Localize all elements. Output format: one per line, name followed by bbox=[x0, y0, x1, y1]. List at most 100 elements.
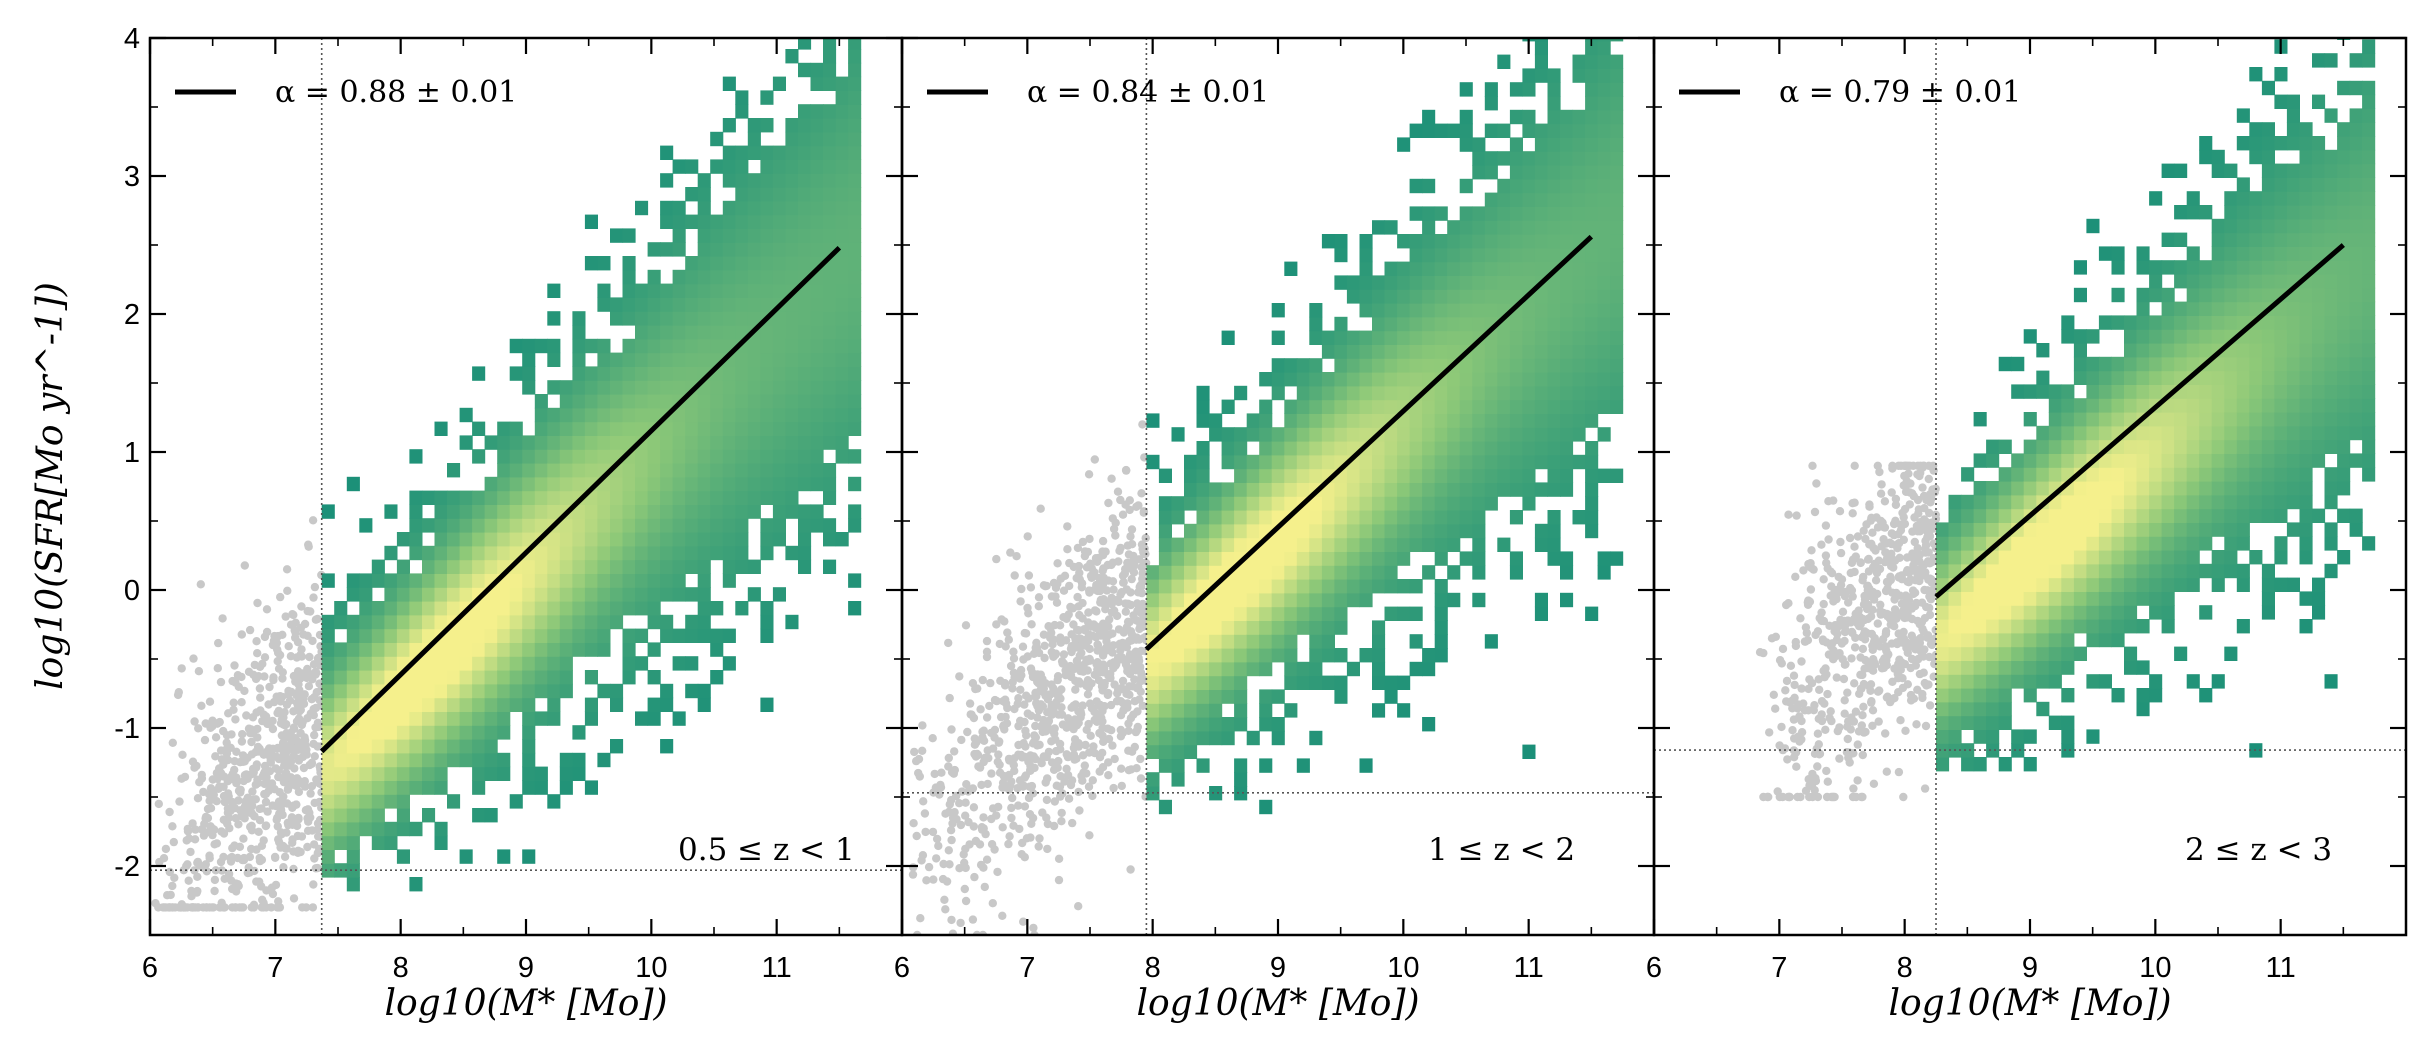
left-density-bin bbox=[484, 476, 498, 492]
left-density-bin bbox=[346, 628, 360, 643]
left-density-bin bbox=[447, 656, 461, 671]
middle-density-bin bbox=[1359, 261, 1373, 276]
left-density-bin bbox=[798, 21, 811, 35]
left-density-bin bbox=[597, 256, 611, 271]
left-density-bin bbox=[547, 587, 561, 602]
left-density-bin bbox=[660, 559, 674, 574]
left-density-bin bbox=[622, 545, 636, 561]
left-density-bin bbox=[534, 407, 548, 423]
left-density-bin bbox=[409, 725, 423, 740]
middle-density-bin bbox=[1472, 289, 1486, 304]
left-grey-point bbox=[216, 746, 226, 755]
middle-density-bin bbox=[1309, 358, 1323, 373]
right-grey-point bbox=[1920, 614, 1930, 623]
right-density-bin bbox=[2086, 370, 2100, 385]
middle-density-bin bbox=[1146, 675, 1160, 690]
middle-density-bin bbox=[1585, 399, 1599, 414]
left-density-bin bbox=[509, 518, 523, 533]
left-density-bin bbox=[785, 173, 799, 188]
middle-density-bin bbox=[1346, 427, 1360, 442]
right-density-bin bbox=[2036, 508, 2050, 523]
left-grey-point bbox=[275, 650, 285, 660]
left-density-bin bbox=[710, 449, 724, 464]
middle-grey-point bbox=[1015, 776, 1025, 785]
right-density-bin bbox=[2086, 425, 2100, 441]
middle-density-bin bbox=[1221, 441, 1235, 456]
middle-density-bin bbox=[1146, 744, 1160, 759]
left-density-bin bbox=[447, 683, 461, 699]
panel-left-legend-label: α = 0.88 ± 0.01 bbox=[275, 75, 517, 110]
left-density-bin bbox=[497, 670, 511, 685]
left-grey-point bbox=[308, 516, 318, 525]
left-grey-point bbox=[315, 679, 324, 688]
middle-density-bin bbox=[1397, 537, 1411, 552]
right-grey-point bbox=[1858, 750, 1868, 760]
middle-grey-point bbox=[1062, 750, 1071, 759]
middle-density-bin bbox=[1422, 220, 1436, 235]
left-density-bin bbox=[835, 269, 849, 285]
right-density-bin bbox=[2048, 591, 2062, 606]
right-density-bin bbox=[1986, 453, 2000, 468]
middle-density-bin bbox=[1534, 289, 1548, 304]
middle-density-bin bbox=[1359, 413, 1373, 428]
middle-grey-point bbox=[978, 675, 987, 685]
right-grey-point bbox=[1864, 660, 1873, 669]
left-density-bin bbox=[835, 159, 849, 174]
left-density-bin bbox=[622, 283, 636, 298]
right-grey-point bbox=[1786, 661, 1796, 670]
left-density-bin bbox=[848, 283, 862, 298]
left-density-bin bbox=[710, 380, 724, 395]
left-density-bin bbox=[547, 670, 561, 685]
right-density-bin bbox=[2011, 494, 2025, 510]
middle-density-bin bbox=[1321, 537, 1335, 552]
middle-density-bin bbox=[1346, 399, 1360, 414]
left-density-bin bbox=[572, 518, 586, 533]
middle-density-bin bbox=[1146, 648, 1160, 663]
left-density-bin bbox=[660, 394, 674, 409]
left-density-bin bbox=[810, 214, 824, 229]
left-density-bin bbox=[772, 159, 786, 174]
left-density-bin bbox=[522, 532, 536, 547]
middle-density-bin bbox=[1484, 82, 1498, 97]
middle-density-bin bbox=[1346, 289, 1360, 304]
right-density-bin bbox=[1936, 729, 1950, 744]
right-grey-point bbox=[1876, 600, 1885, 609]
middle-density-bin bbox=[1184, 537, 1198, 552]
left-density-bin bbox=[509, 504, 523, 519]
right-density-bin bbox=[1998, 563, 2012, 579]
middle-grey-point bbox=[959, 850, 968, 859]
left-density-bin bbox=[484, 435, 498, 450]
middle-density-bin bbox=[1547, 289, 1561, 304]
middle-grey-point bbox=[1124, 550, 1134, 559]
middle-density-bin bbox=[1234, 606, 1248, 621]
middle-grey-point bbox=[1117, 764, 1126, 773]
middle-grey-point bbox=[1108, 741, 1117, 750]
middle-density-bin bbox=[1184, 454, 1198, 470]
left-density-bin bbox=[396, 573, 410, 588]
left-density-bin bbox=[798, 118, 812, 133]
right-density-bin bbox=[2036, 343, 2050, 358]
middle-density-bin bbox=[1296, 358, 1310, 373]
right-grey-point bbox=[1819, 616, 1829, 626]
left-density-bin bbox=[321, 766, 335, 781]
left-density-bin bbox=[384, 794, 398, 809]
middle-density-bin bbox=[1547, 385, 1561, 401]
left-density-bin bbox=[409, 573, 423, 588]
middle-grey-point bbox=[1138, 599, 1147, 609]
left-density-bin bbox=[371, 780, 385, 795]
left-density-bin bbox=[472, 559, 486, 574]
middle-density-bin bbox=[1560, 482, 1574, 497]
left-density-bin bbox=[547, 504, 561, 519]
right-grey-point bbox=[1914, 505, 1924, 514]
middle-density-bin bbox=[1497, 537, 1511, 552]
left-density-bin bbox=[660, 380, 674, 395]
middle-density-bin bbox=[1522, 303, 1536, 318]
left-density-bin bbox=[660, 311, 674, 326]
middle-grey-point bbox=[1113, 487, 1123, 496]
left-density-bin bbox=[810, 104, 824, 119]
right-grey-point bbox=[1820, 673, 1829, 682]
left-density-bin bbox=[697, 601, 711, 616]
left-density-bin bbox=[522, 670, 536, 685]
right-grey-point bbox=[1888, 588, 1897, 597]
middle-density-bin bbox=[1610, 247, 1624, 263]
